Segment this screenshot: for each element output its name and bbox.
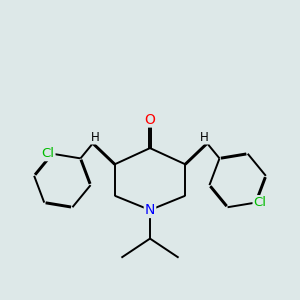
Text: H: H [200, 130, 209, 143]
Text: N: N [145, 203, 155, 217]
Text: O: O [145, 112, 155, 127]
Text: H: H [91, 130, 100, 143]
Text: Cl: Cl [254, 196, 267, 209]
Text: Cl: Cl [41, 147, 55, 160]
